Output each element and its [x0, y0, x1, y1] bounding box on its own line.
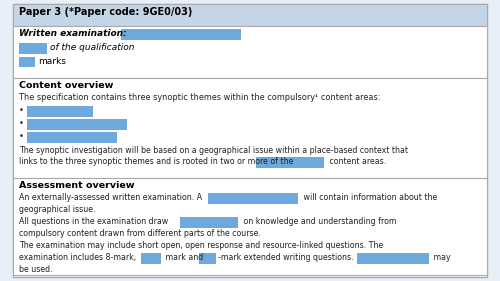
Text: content areas.: content areas.	[327, 157, 386, 166]
Bar	[180, 217, 238, 228]
Text: on knowledge and understanding from: on knowledge and understanding from	[241, 217, 396, 226]
Bar	[13, 26, 487, 78]
Text: Assessment overview: Assessment overview	[19, 181, 134, 190]
Text: mark and: mark and	[163, 253, 203, 262]
Text: compulsory content drawn from different parts of the course.: compulsory content drawn from different …	[19, 229, 261, 238]
Bar	[19, 43, 47, 54]
Text: will contain information about the: will contain information about the	[301, 193, 437, 202]
Text: of the qualification: of the qualification	[50, 43, 134, 52]
Text: Content overview: Content overview	[19, 81, 114, 90]
Bar	[256, 157, 324, 168]
Bar	[357, 253, 429, 264]
Bar	[13, 178, 487, 275]
Bar	[208, 193, 298, 204]
Text: •: •	[19, 106, 24, 115]
Text: links to the three synoptic themes and is rooted in two or more of the: links to the three synoptic themes and i…	[19, 157, 293, 166]
Text: The examination may include short open, open response and resource-linked questi: The examination may include short open, …	[19, 241, 384, 250]
Text: The synoptic investigation will be based on a geographical issue within a place-: The synoptic investigation will be based…	[19, 146, 408, 155]
Text: Written examination:: Written examination:	[19, 29, 126, 38]
Text: -mark extended writing questions.: -mark extended writing questions.	[218, 253, 354, 262]
Bar	[141, 253, 161, 264]
Bar	[13, 78, 487, 178]
Text: All questions in the examination draw: All questions in the examination draw	[19, 217, 168, 226]
Text: examination includes 8-mark,: examination includes 8-mark,	[19, 253, 136, 262]
Bar	[19, 57, 35, 67]
Text: •: •	[19, 132, 24, 141]
Text: geographical issue.: geographical issue.	[19, 205, 96, 214]
Bar	[27, 119, 127, 130]
Bar	[27, 106, 93, 117]
Text: may: may	[431, 253, 450, 262]
Bar	[27, 132, 117, 143]
Text: An externally-assessed written examination. A: An externally-assessed written examinati…	[19, 193, 202, 202]
Text: marks: marks	[38, 57, 66, 66]
Bar	[199, 253, 216, 264]
Text: Paper 3 (*Paper code: 9GE0/03): Paper 3 (*Paper code: 9GE0/03)	[19, 7, 193, 17]
Text: be used.: be used.	[19, 265, 52, 274]
Bar	[121, 29, 241, 40]
Text: •: •	[19, 119, 24, 128]
Text: The specification contains three synoptic themes within the compulsory¹ content : The specification contains three synopti…	[19, 93, 380, 102]
Bar	[13, 4, 487, 26]
